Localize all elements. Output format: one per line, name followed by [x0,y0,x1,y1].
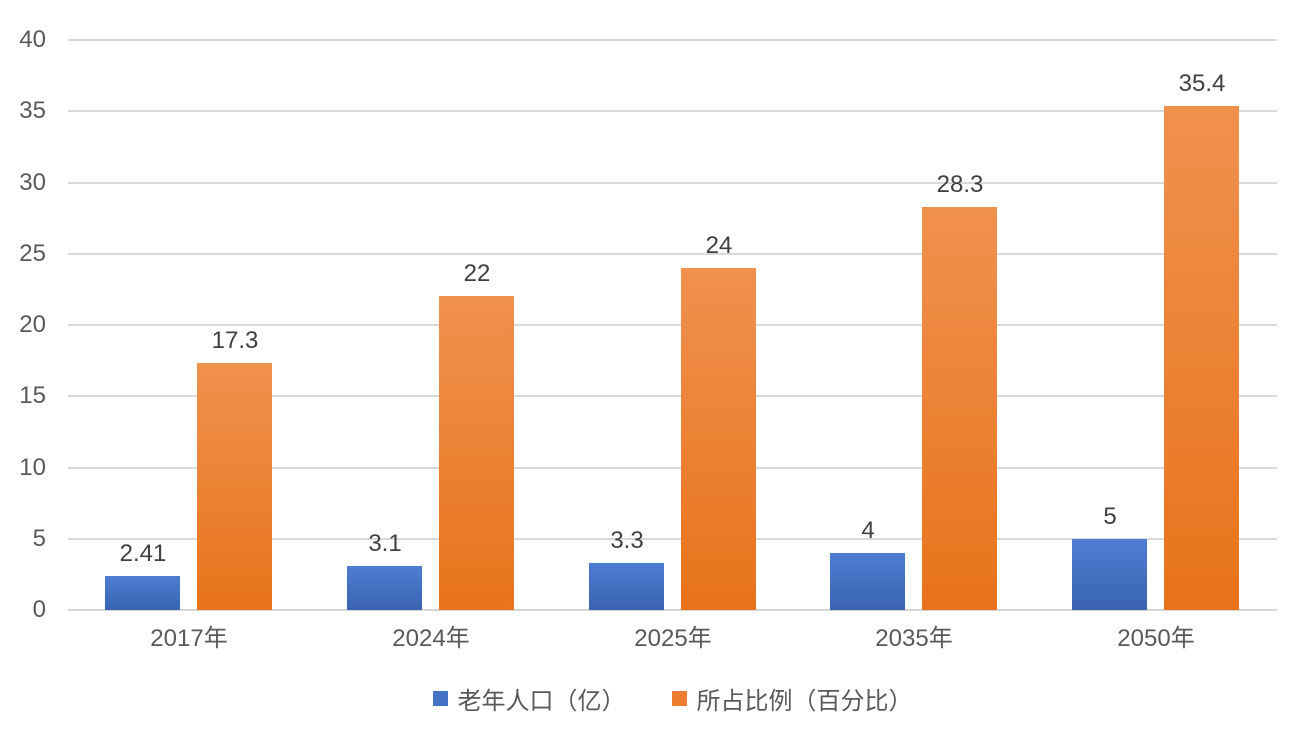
y-axis-tick-label: 15 [19,382,46,409]
gridline [68,538,1277,540]
legend-swatch-blue-icon [432,691,448,706]
legend-label-population: 老年人口（亿） [457,688,626,715]
y-axis-tick-label: 5 [32,525,46,552]
bar-value-label: 35.4 [1178,70,1226,97]
bar-value-label: 5 [1103,503,1117,530]
y-axis-tick-label: 30 [19,169,46,196]
bar-value-label: 3.1 [368,530,402,557]
bar-population [830,553,905,610]
legend-item-population: 老年人口（亿） [432,681,626,716]
x-axis-label: 2050年 [1117,625,1195,652]
legend: 老年人口（亿） 所占比例（百分比） [68,681,1277,716]
x-axis-label: 2035年 [875,625,953,652]
bar-percentage [1164,106,1239,610]
bar-value-label: 28.3 [936,171,984,198]
x-axis-label: 2025年 [634,625,712,652]
y-axis-tick-label: 20 [19,311,46,338]
bar-percentage [922,207,997,610]
bar-percentage [197,363,272,610]
gridline [68,395,1277,397]
y-axis-tick-label: 0 [32,596,46,623]
bar-value-label: 17.3 [211,327,259,354]
bar-value-label: 4 [861,517,875,544]
bar-value-label: 3.3 [610,527,644,554]
x-axis-label: 2024年 [392,625,470,652]
legend-item-percentage: 所占比例（百分比） [671,681,913,716]
gridline [68,182,1277,184]
gridline [68,110,1277,112]
x-axis-line [68,609,1277,611]
x-axis-label: 2017年 [150,625,228,652]
legend-swatch-orange-icon [671,691,687,706]
y-axis-tick-label: 35 [19,97,46,124]
bar-percentage [681,268,756,610]
y-axis-tick-label: 25 [19,240,46,267]
y-axis-tick-label: 40 [19,26,46,53]
legend-label-percentage: 所占比例（百分比） [696,688,913,715]
bar-population [1072,539,1147,610]
bar-population [105,576,180,610]
bar-value-label: 2.41 [119,540,167,567]
bar-population [347,566,422,610]
bar-value-label: 22 [463,260,491,287]
gridline [68,467,1277,469]
gridline [68,39,1277,41]
gridline [68,253,1277,255]
gridline [68,324,1277,326]
y-axis-tick-label: 10 [19,454,46,481]
bar-value-label: 24 [705,232,733,259]
bar-population [589,563,664,610]
bar-percentage [439,296,514,610]
